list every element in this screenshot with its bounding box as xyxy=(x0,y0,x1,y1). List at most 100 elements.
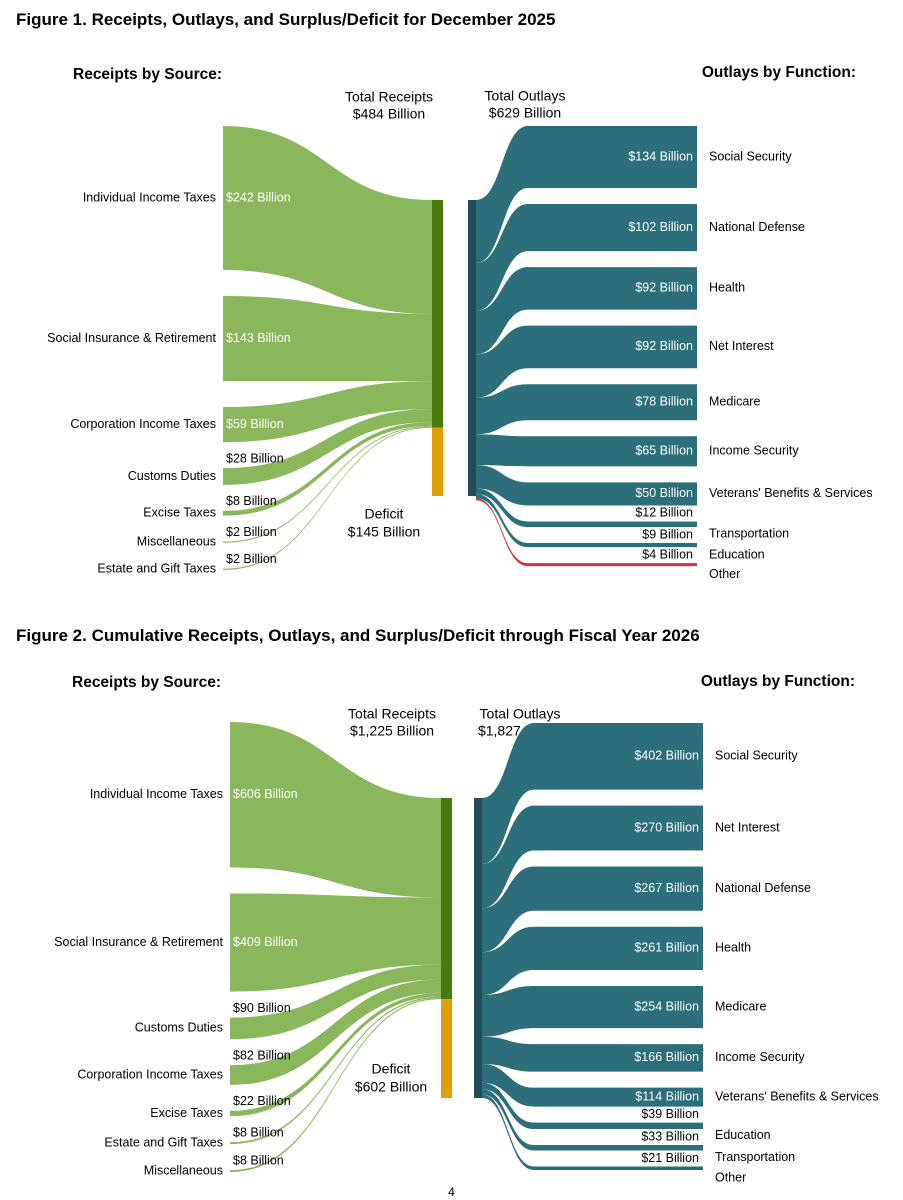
outlay-value-label-veterans-benefits-services: $114 Billion xyxy=(635,1089,699,1103)
receipt-source-label-excise-taxes: Excise Taxes xyxy=(150,1106,223,1120)
receipt-source-label-corporation-income-taxes: Corporation Income Taxes xyxy=(70,417,216,431)
receipt-value-label-corporation-income-taxes: $82 Billion xyxy=(233,1048,291,1062)
receipts-heading: Receipts by Source: xyxy=(72,674,221,691)
receipt-value-label-miscellaneous: $2 Billion xyxy=(226,525,277,539)
outlay-function-label-income-security: Income Security xyxy=(709,444,799,458)
outlay-flow-social-security xyxy=(476,126,697,264)
outlay-value-label-transportation: $33 Billion xyxy=(641,1129,699,1143)
receipt-value-label-corporation-income-taxes: $59 Billion xyxy=(226,417,284,431)
outlay-function-label-social-security: Social Security xyxy=(715,749,798,763)
receipt-flow-customs-duties xyxy=(223,408,432,485)
receipt-value-label-social-insurance-retirement: $143 Billion xyxy=(226,331,291,345)
total-outlays-bar xyxy=(474,798,482,1098)
receipt-flow-excise-taxes xyxy=(223,422,432,516)
fig1-plot: Receipts by Source: Outlays by Function: T… xyxy=(47,64,872,581)
receipt-flow-miscellaneous xyxy=(223,425,432,543)
outlay-value-label-other: $4 Billion xyxy=(642,547,693,561)
receipt-flow-excise-taxes xyxy=(230,992,441,1117)
outlay-function-label-net-interest: Net Interest xyxy=(709,339,774,353)
outlay-flow-medicare xyxy=(476,384,697,435)
receipt-flow-individual-income-taxes xyxy=(223,126,432,314)
outlay-value-label-medicare: $78 Billion xyxy=(635,395,693,409)
outlay-function-label-national-defense: National Defense xyxy=(715,881,811,895)
outlays-flows: $134 Billion Social Security $102 Billion N… xyxy=(476,126,873,581)
total-receipts-bar xyxy=(432,200,443,428)
outlay-function-label-veterans-benefits-services: Veterans' Benefits & Services xyxy=(715,1089,879,1103)
receipt-value-label-customs-duties: $28 Billion xyxy=(226,451,284,465)
outlay-flow-health xyxy=(476,267,697,355)
outlay-function-label-health: Health xyxy=(715,941,751,955)
outlay-function-label-other: Other xyxy=(715,1171,746,1185)
receipt-source-label-customs-duties: Customs Duties xyxy=(128,469,216,483)
receipt-source-label-miscellaneous: Miscellaneous xyxy=(137,535,216,549)
outlay-value-label-health: $92 Billion xyxy=(635,281,693,295)
outlay-value-label-education: $39 Billion xyxy=(641,1107,699,1121)
total-receipts-label: Total Receipts xyxy=(348,706,436,722)
outlay-flow-net-interest xyxy=(482,805,703,909)
outlay-value-label-income-security: $166 Billion xyxy=(634,1050,699,1064)
outlay-flow-national-defense xyxy=(482,866,703,953)
total-receipts-label: $1,225 Billion xyxy=(350,723,434,739)
deficit-bar xyxy=(432,427,443,496)
receipt-source-label-estate-and-gift-taxes: Estate and Gift Taxes xyxy=(97,562,216,576)
outlay-value-label-transportation: $12 Billion xyxy=(635,506,693,520)
outlay-function-label-veterans-benefits-services: Veterans' Benefits & Services xyxy=(709,486,873,500)
outlay-function-label-income-security: Income Security xyxy=(715,1050,805,1064)
outlay-flow-veterans-benefits-services xyxy=(476,464,697,506)
outlay-function-label-education: Education xyxy=(715,1128,771,1142)
outlay-value-label-net-interest: $270 Billion xyxy=(634,820,699,834)
outlay-value-label-national-defense: $267 Billion xyxy=(634,881,699,895)
outlay-value-label-net-interest: $92 Billion xyxy=(635,339,693,353)
outlay-value-label-medicare: $254 Billion xyxy=(634,999,699,1013)
outlay-function-label-other: Other xyxy=(709,567,740,581)
total-receipts-label: Total Receipts xyxy=(345,89,433,105)
figure-2-sankey-chart: Receipts by Source: Outlays by Function: T… xyxy=(54,673,878,1184)
outlay-function-label-social-security: Social Security xyxy=(709,149,792,163)
receipt-flow-corporation-income-taxes xyxy=(223,381,432,443)
outlay-flow-medicare xyxy=(482,986,703,1037)
deficit-label: $602 Billion xyxy=(355,1079,427,1095)
receipt-source-label-corporation-income-taxes: Corporation Income Taxes xyxy=(77,1067,223,1081)
receipt-flow-estate-and-gift-taxes xyxy=(223,426,432,570)
receipt-value-label-estate-and-gift-taxes: $8 Billion xyxy=(233,1125,284,1139)
outlay-function-label-transportation: Transportation xyxy=(709,527,789,541)
figure-1-sankey-chart: Receipts by Source: Outlays by Function: T… xyxy=(47,64,872,581)
total-outlays-label: Total Outlays xyxy=(480,706,561,722)
receipts-heading: Receipts by Source: xyxy=(73,66,222,83)
receipt-flow-estate-and-gift-taxes xyxy=(230,996,441,1145)
outlay-flow-net-interest xyxy=(476,325,697,398)
deficit-label: Deficit xyxy=(372,1061,411,1077)
outlay-value-label-social-security: $402 Billion xyxy=(634,749,699,763)
receipt-value-label-individual-income-taxes: $242 Billion xyxy=(226,190,291,204)
receipt-flow-customs-duties xyxy=(230,964,441,1040)
receipt-value-label-miscellaneous: $8 Billion xyxy=(233,1153,284,1167)
outlay-value-label-national-defense: $102 Billion xyxy=(628,220,693,234)
receipt-flow-social-insurance-retirement xyxy=(230,893,441,992)
outlay-flow-transportation xyxy=(476,488,697,527)
outlay-value-label-education: $9 Billion xyxy=(642,527,693,541)
outlay-function-label-medicare: Medicare xyxy=(715,999,766,1013)
receipt-source-label-social-insurance-retirement: Social Insurance & Retirement xyxy=(54,935,223,949)
outlay-flow-social-security xyxy=(482,723,703,865)
receipt-flow-corporation-income-taxes xyxy=(230,979,441,1085)
total-receipts-bar xyxy=(441,798,452,1000)
outlay-flow-veterans-benefits-services xyxy=(482,1064,703,1107)
outlay-function-label-national-defense: National Defense xyxy=(709,220,805,234)
outlay-function-label-medicare: Medicare xyxy=(709,395,760,409)
outlay-function-label-transportation: Transportation xyxy=(715,1150,795,1164)
deficit-label: Deficit xyxy=(365,506,404,522)
outlay-value-label-veterans-benefits-services: $50 Billion xyxy=(635,486,693,500)
receipt-value-label-excise-taxes: $22 Billion xyxy=(233,1094,291,1108)
deficit-label: $145 Billion xyxy=(348,524,420,540)
outlays-heading: Outlays by Function: xyxy=(702,64,856,81)
receipt-source-label-social-insurance-retirement: Social Insurance & Retirement xyxy=(47,331,216,345)
outlay-function-label-health: Health xyxy=(709,281,745,295)
outlays-flows: $402 Billion Social Security $270 Billion N… xyxy=(482,723,879,1185)
deficit-bar xyxy=(441,999,452,1098)
receipt-source-label-individual-income-taxes: Individual Income Taxes xyxy=(83,190,216,204)
total-outlays-label: $629 Billion xyxy=(489,105,561,121)
fig2-plot: Receipts by Source: Outlays by Function: T… xyxy=(54,673,878,1184)
total-outlays-bar xyxy=(468,200,476,496)
receipt-source-label-miscellaneous: Miscellaneous xyxy=(144,1163,223,1177)
outlay-value-label-income-security: $65 Billion xyxy=(635,444,693,458)
